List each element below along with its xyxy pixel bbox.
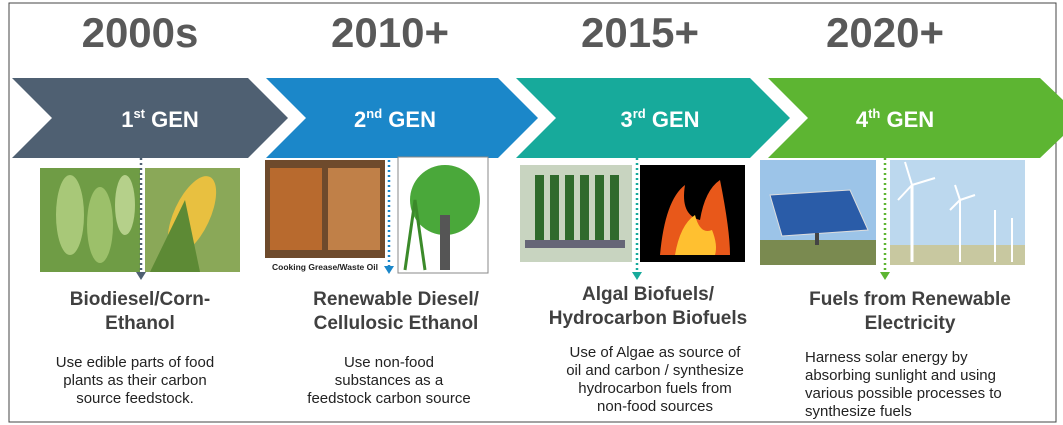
fire-image (640, 165, 745, 262)
wind-image (890, 160, 1025, 265)
soybean-image (40, 168, 140, 272)
tree-image (398, 157, 488, 273)
gen-number: 4 (856, 107, 868, 132)
heading-line: Renewable Diesel/ (266, 288, 526, 312)
timeline: 2000s 1st GEN Biodiesel/Corn-Ethanol Use ed… (0, 0, 1063, 425)
heading-line: Ethanol (10, 312, 270, 336)
heading-line: Electricity (780, 312, 1040, 336)
arrowheads (136, 266, 890, 280)
description-line: hydrocarbon fuels from (525, 380, 785, 398)
year: 2000s (10, 12, 270, 54)
gen-number: 1 (121, 107, 133, 132)
gen-suffix: nd (366, 106, 382, 121)
description-line: absorbing sunlight and using (805, 367, 1063, 385)
image-caption: Cooking Grease/Waste Oil (272, 263, 378, 272)
description-line: plants as their carbon (5, 372, 265, 390)
description-line: Use edible parts of food (5, 354, 265, 372)
heading: Renewable Diesel/Cellulosic Ethanol (266, 288, 526, 336)
gen-suffix: th (868, 106, 880, 121)
solar-image (760, 160, 876, 265)
heading-line: Biodiesel/Corn- (10, 288, 270, 312)
gen-number: 3 (620, 107, 632, 132)
gen-label: 1st GEN (60, 107, 260, 131)
grease-image (265, 160, 385, 258)
description-line: Harness solar energy by (805, 349, 1063, 367)
gen-label: 3rd GEN (560, 107, 760, 131)
description-line: various possible processes to (805, 385, 1063, 403)
description-line: source feedstock. (5, 390, 265, 408)
gen-text: GEN (886, 107, 934, 132)
gen-number: 2 (354, 107, 366, 132)
gen-text: GEN (652, 107, 700, 132)
gen-suffix: st (133, 106, 145, 121)
description-line: Use of Algae as source of (525, 344, 785, 362)
gen-text: GEN (388, 107, 436, 132)
description-line: Use non-food (259, 354, 519, 372)
heading-line: Algal Biofuels/ (518, 283, 778, 307)
description-line: oil and carbon / synthesize (525, 362, 785, 380)
heading-line: Cellulosic Ethanol (266, 312, 526, 336)
algae-image (520, 165, 632, 262)
corn-image (145, 168, 240, 272)
year: 2015+ (510, 12, 770, 54)
description-line: substances as a (259, 372, 519, 390)
gen-label: 2nd GEN (295, 107, 495, 131)
gen-label: 4th GEN (795, 107, 995, 131)
heading-line: Hydrocarbon Biofuels (518, 307, 778, 331)
heading: Biodiesel/Corn-Ethanol (10, 288, 270, 336)
description-line: synthesize fuels (805, 403, 1063, 421)
year: 2010+ (260, 12, 520, 54)
heading: Algal Biofuels/Hydrocarbon Biofuels (518, 283, 778, 331)
gen-text: GEN (151, 107, 199, 132)
heading-line: Fuels from Renewable (780, 288, 1040, 312)
description-line: non-food sources (525, 398, 785, 416)
year: 2020+ (755, 12, 1015, 54)
description-line: feedstock carbon source (259, 390, 519, 408)
gen-suffix: rd (633, 106, 646, 121)
